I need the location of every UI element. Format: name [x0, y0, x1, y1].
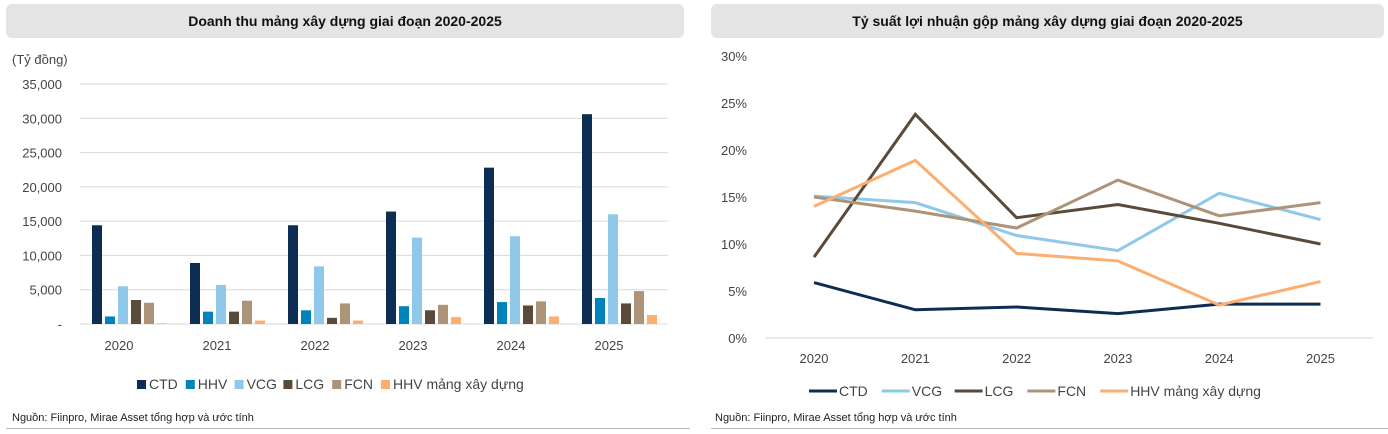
- x-tick-label: 2022: [1002, 351, 1031, 366]
- bar-vcg-2023: [412, 237, 422, 324]
- line-fcn: [813, 178, 1321, 230]
- divider: [711, 428, 1388, 429]
- bar-fcn-2020: [144, 302, 154, 324]
- bar-hhv-mảng-xây-dựng-2023: [451, 317, 461, 324]
- legend-label: CTD: [149, 376, 178, 392]
- bar-hhv-mảng-xây-dựng-2020: [157, 323, 167, 324]
- bar-vcg-2025: [608, 214, 618, 324]
- margin-line-chart: 0% 5% 10% 15% 20% 25% 30% 2020 2021 2022 2023 2024 2…: [721, 49, 1373, 399]
- bar-vcg-2024: [510, 236, 520, 324]
- bar-ctd-2023: [386, 211, 396, 324]
- bar-hhv-2025: [595, 297, 605, 324]
- bar-lcg-2022: [327, 317, 337, 324]
- legend-label: LCG: [985, 383, 1014, 399]
- line-vcg: [813, 191, 1321, 253]
- bar-hhv-mảng-xây-dựng-2024: [549, 316, 559, 324]
- legend-swatch: [381, 380, 390, 389]
- legend-swatch: [137, 380, 146, 389]
- y-tick-label: 20%: [721, 143, 747, 158]
- bar-ctd-2024: [484, 167, 494, 324]
- y-tick-label: 10%: [721, 237, 747, 252]
- legend-label: VCG: [247, 376, 277, 392]
- legend-label: CTD: [839, 383, 868, 399]
- y-tick-label: -: [58, 317, 62, 332]
- legend-label: FCN: [1057, 383, 1086, 399]
- x-tick-label: 2023: [399, 338, 428, 353]
- bar-vcg-2021: [216, 284, 226, 324]
- y-tick-label: 20,000: [22, 180, 62, 195]
- y-tick-label: 0%: [728, 331, 747, 346]
- x-tick-label: 2025: [1306, 351, 1335, 366]
- divider: [6, 428, 690, 429]
- x-tick-label: 2020: [105, 338, 134, 353]
- y-tick-label: 15%: [721, 190, 747, 205]
- x-tick-label: 2023: [1103, 351, 1132, 366]
- revenue-chart-panel: Doanh thu mảng xây dựng giai đoạn 2020-2…: [0, 0, 690, 434]
- x-tick-label: 2025: [595, 338, 624, 353]
- legend-label: HHV mảng xây dựng: [1130, 383, 1261, 399]
- bar-lcg-2021: [229, 311, 239, 324]
- x-tick-label: 2021: [203, 338, 232, 353]
- bar-ctd-2022: [288, 225, 298, 324]
- x-tick-label: 2022: [301, 338, 330, 353]
- bar-hhv-mảng-xây-dựng-2021: [255, 320, 265, 324]
- bar-lcg-2020: [131, 300, 141, 324]
- bar-ctd-2020: [92, 225, 102, 324]
- legend-label: LCG: [295, 376, 324, 392]
- bar-fcn-2023: [438, 304, 448, 324]
- x-tick-label: 2024: [497, 338, 526, 353]
- bar-lcg-2023: [425, 310, 435, 324]
- margin-chart-title: Tỷ suất lợi nhuận gộp mảng xây dựng giai…: [711, 4, 1384, 38]
- bar-lcg-2025: [621, 303, 631, 324]
- legend-swatch: [185, 380, 195, 389]
- bar-hhv-2023: [399, 306, 409, 324]
- bar-fcn-2024: [536, 301, 546, 324]
- bar-fcn-2025: [634, 291, 644, 324]
- legend-label: FCN: [344, 376, 373, 392]
- bar-vcg-2022: [314, 266, 324, 324]
- legend-label: VCG: [912, 383, 942, 399]
- bar-vcg-2020: [118, 286, 128, 324]
- y-tick-label: 30%: [721, 49, 747, 64]
- x-tick-label: 2024: [1205, 351, 1234, 366]
- y-tick-label: 15,000: [22, 214, 62, 229]
- bar-hhv-2022: [301, 310, 311, 324]
- source-note: Nguồn: Fiinpro, Mirae Asset tổng hợp và …: [12, 412, 254, 424]
- line-hhv-mảng-xây-dựng: [813, 158, 1321, 307]
- bar-hhv-2020: [105, 316, 115, 324]
- legend-label: HHV: [198, 376, 228, 392]
- bar-hhv-mảng-xây-dựng-2022: [353, 320, 363, 324]
- y-tick-label: 5%: [728, 284, 747, 299]
- bar-lcg-2024: [523, 305, 533, 324]
- y-tick-label: 5,000: [29, 283, 62, 298]
- bar-ctd-2025: [582, 114, 592, 325]
- y-tick-label: 30,000: [22, 111, 62, 126]
- x-tick-label: 2021: [901, 351, 930, 366]
- line-lcg: [812, 111, 1321, 259]
- bar-ctd-2021: [190, 262, 200, 324]
- revenue-chart-title: Doanh thu mảng xây dựng giai đoạn 2020-2…: [6, 4, 684, 38]
- y-tick-label: 10,000: [22, 248, 62, 263]
- y-axis-unit-label: (Tỷ đồng): [12, 52, 68, 67]
- margin-chart-panel: Tỷ suất lợi nhuận gộp mảng xây dựng giai…: [703, 0, 1388, 434]
- bar-fcn-2021: [242, 300, 252, 324]
- y-tick-label: 25%: [721, 96, 747, 111]
- bar-hhv-mảng-xây-dựng-2025: [647, 315, 657, 324]
- bar-fcn-2022: [340, 303, 350, 324]
- legend-label: HHV mảng xây dựng: [393, 376, 524, 392]
- legend-swatch: [332, 380, 342, 389]
- revenue-bar-chart: (Tỷ đồng) - 5,000 10,000 15,000 20,000 25,000…: [12, 52, 668, 392]
- y-tick-label: 35,000: [22, 77, 62, 92]
- legend-swatch: [283, 380, 293, 389]
- bar-hhv-2021: [203, 311, 213, 324]
- bar-hhv-2024: [497, 302, 507, 324]
- legend-swatch: [234, 380, 244, 389]
- source-note: Nguồn: Fiinpro, Mirae Asset tổng hợp và …: [715, 412, 957, 424]
- y-tick-label: 25,000: [22, 146, 62, 161]
- line-ctd: [813, 281, 1321, 316]
- x-tick-label: 2020: [800, 351, 829, 366]
